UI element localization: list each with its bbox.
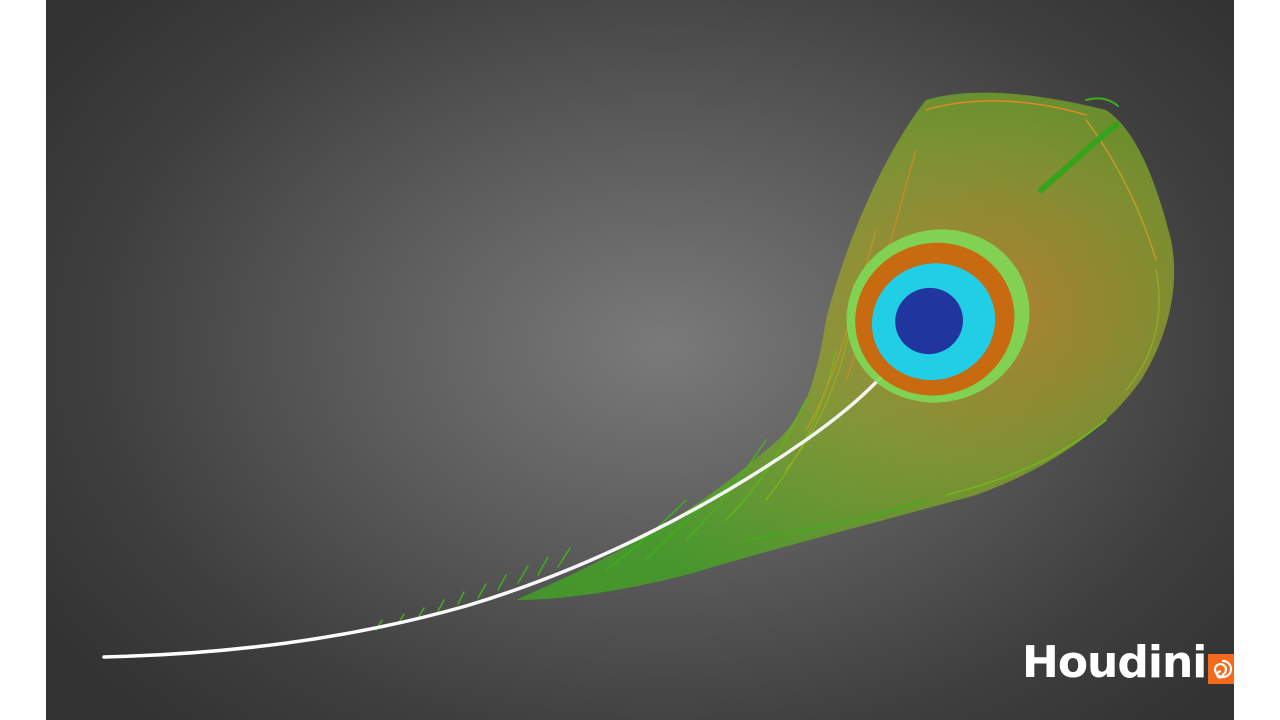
feather-vane <box>516 92 1175 600</box>
feather-shaft <box>102 358 898 659</box>
render-viewport: Houdini <box>46 0 1234 720</box>
feather-barbs <box>605 97 1160 571</box>
houdini-logo: Houdini <box>1022 638 1234 688</box>
feather-eye <box>846 229 1030 403</box>
lower-barbs <box>375 547 571 631</box>
peacock-feather-render <box>102 92 1175 659</box>
houdini-wordmark: Houdini <box>1022 637 1207 688</box>
houdini-spiral-icon <box>1208 654 1234 684</box>
